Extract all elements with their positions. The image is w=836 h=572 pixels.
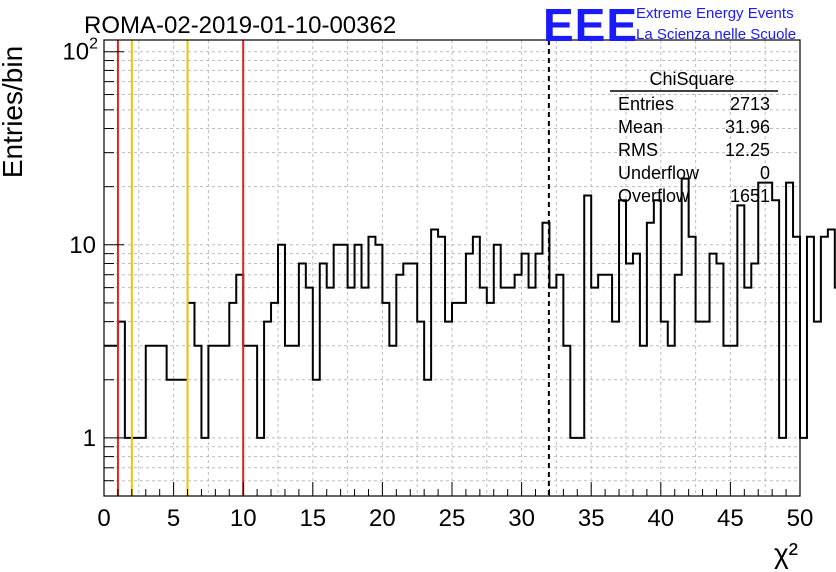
x-axis-label: χ²: [774, 538, 798, 569]
x-tick-label: 35: [578, 505, 605, 532]
stats-label: Entries: [618, 94, 674, 114]
x-tick-label: 50: [787, 505, 814, 532]
histogram-steps: [104, 177, 836, 439]
y-axis-label: Entries/bin: [0, 46, 28, 178]
stats-value: 0: [760, 163, 770, 183]
stats-box: ChiSquare Entries 2713 Mean 31.96 RMS 12.25 Un…: [610, 69, 778, 206]
stats-value: 2713: [730, 94, 770, 114]
eee-logo: EEE: [543, 0, 638, 51]
x-tick-label: 40: [647, 505, 674, 532]
logo-line-1: Extreme Energy Events: [636, 5, 794, 22]
y-tick-label: 102: [62, 36, 98, 66]
stats-label: RMS: [618, 140, 658, 160]
x-tick-label: 15: [299, 505, 326, 532]
histogram-series: [104, 177, 836, 439]
reference-lines: [116, 40, 550, 496]
stats-value: 12.25: [725, 140, 770, 160]
y-tick-label: 1: [83, 425, 96, 452]
stats-label: Underflow: [618, 163, 700, 183]
y-tick-label: 10: [69, 232, 96, 259]
stats-value: 31.96: [725, 117, 770, 137]
run-title: ROMA-02-2019-01-10-00362: [84, 12, 396, 39]
x-tick-label: 45: [717, 505, 744, 532]
x-tick-label: 30: [508, 505, 535, 532]
x-tick-label: 10: [230, 505, 257, 532]
stats-value: 1651: [730, 186, 770, 206]
x-axis: 0 5 10 15 20 25 30 35 40 45 50: [97, 482, 813, 532]
x-tick-label: 5: [167, 505, 180, 532]
stats-label: Overflow: [618, 186, 690, 206]
logo-line-2: La Scienza nelle Scuole: [636, 26, 796, 43]
x-tick-label: 0: [97, 505, 110, 532]
grid-lines: [104, 40, 800, 496]
stats-title: ChiSquare: [649, 69, 734, 89]
y-axis: 1 10 102: [62, 36, 124, 482]
stats-label: Mean: [618, 117, 663, 137]
x-tick-label: 25: [439, 505, 466, 532]
x-tick-label: 20: [369, 505, 396, 532]
